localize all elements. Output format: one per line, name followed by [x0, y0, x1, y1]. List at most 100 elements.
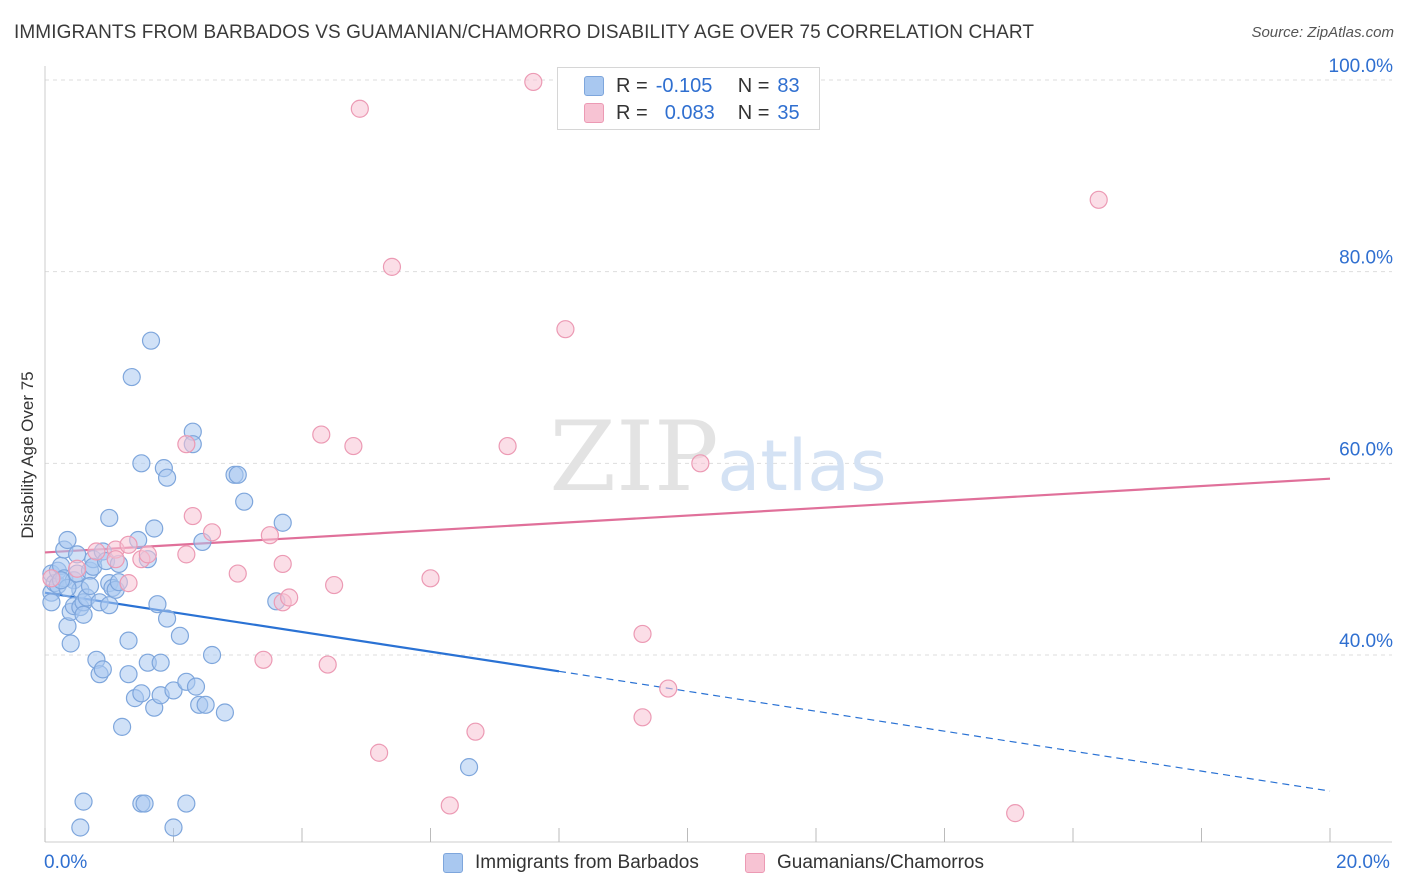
point-barbados	[112, 717, 132, 736]
watermark-zip: ZIP	[549, 401, 718, 513]
point-barbados	[119, 631, 138, 650]
point-guamanian	[633, 624, 652, 644]
point-guamanian	[138, 545, 157, 564]
trend-lines	[44, 477, 1331, 792]
point-guamanian	[42, 569, 61, 588]
y-tick-label: 40.0%	[1339, 631, 1393, 652]
point-barbados	[148, 595, 167, 614]
legend-row-guamanian: R = 0.083 N = 35	[584, 100, 800, 126]
point-barbados	[80, 576, 100, 596]
trend-line-barbados-extension	[558, 670, 1331, 792]
point-guamanian	[119, 574, 138, 593]
x-tick-label-max: 20.0%	[1336, 852, 1390, 873]
point-barbados	[157, 468, 177, 487]
point-barbados	[122, 367, 141, 387]
point-barbados	[93, 660, 112, 679]
legend-n-label: N =	[737, 74, 770, 97]
point-guamanian	[370, 743, 389, 762]
point-guamanian	[280, 588, 299, 607]
point-barbados	[215, 703, 234, 722]
legend-r-label: R =	[616, 101, 648, 124]
point-guamanian	[633, 708, 652, 727]
series-swatch-pink	[745, 853, 765, 873]
legend-r-value: -0.105	[655, 74, 713, 97]
series-swatch-blue	[443, 853, 463, 873]
point-barbados	[459, 758, 479, 777]
point-guamanian	[524, 72, 543, 92]
point-guamanian	[659, 679, 678, 698]
point-barbados	[74, 605, 93, 624]
y-tick-labels: 40.0% 60.0% 80.0% 100.0%	[1329, 56, 1394, 652]
y-tick-label: 80.0%	[1339, 248, 1393, 269]
watermark: ZIP atlas	[549, 401, 886, 513]
legend-swatch-pink	[584, 103, 604, 123]
point-barbados	[196, 695, 215, 714]
point-guamanian	[254, 650, 273, 669]
point-barbados	[119, 665, 138, 684]
point-guamanian	[312, 425, 331, 444]
gridlines	[45, 79, 1392, 656]
point-guamanian	[421, 569, 440, 588]
series-label-barbados: Immigrants from Barbados	[475, 852, 699, 873]
y-tick-label: 100.0%	[1329, 56, 1394, 77]
series-legend-barbados: Immigrants from Barbados	[443, 852, 699, 874]
data-points	[42, 72, 1108, 837]
point-guamanian	[1006, 804, 1025, 823]
watermark-atlas: atlas	[717, 425, 886, 507]
point-guamanian	[119, 535, 138, 554]
legend-swatch-blue	[584, 76, 604, 96]
point-guamanian	[177, 545, 196, 564]
series-legend: Immigrants from Barbados Guamanians/Cham…	[0, 852, 1406, 878]
point-barbados	[141, 331, 161, 350]
chart-title: IMMIGRANTS FROM BARBADOS VS GUAMANIAN/CH…	[14, 22, 1035, 43]
source-label: Source: ZipAtlas.com	[1251, 24, 1394, 41]
point-guamanian	[556, 320, 575, 339]
point-barbados	[61, 634, 80, 653]
point-barbados	[164, 681, 183, 700]
point-barbados	[132, 454, 151, 473]
point-barbados	[235, 492, 254, 511]
point-guamanian	[498, 436, 517, 456]
point-guamanian	[106, 550, 125, 569]
legend-n-value: 83	[777, 74, 800, 97]
point-guamanian	[691, 454, 710, 473]
legend-r-label: R =	[616, 74, 648, 97]
point-guamanian	[183, 506, 202, 526]
point-guamanian	[273, 554, 292, 574]
point-barbados	[177, 794, 196, 813]
point-guamanian	[466, 722, 485, 741]
legend-n-value: 35	[777, 101, 800, 124]
point-barbados	[273, 513, 292, 532]
trend-line-guamanian	[44, 477, 1331, 554]
point-guamanian	[228, 564, 247, 583]
point-guamanian	[318, 655, 337, 674]
point-barbados	[74, 792, 93, 811]
point-guamanian	[325, 575, 344, 595]
point-barbados	[42, 593, 61, 612]
point-guamanian	[1089, 190, 1108, 209]
point-guamanian	[87, 542, 106, 561]
series-label-guamanian: Guamanians/Chamorros	[777, 852, 984, 873]
point-guamanian	[382, 257, 402, 276]
point-barbados	[100, 508, 119, 528]
point-guamanian	[68, 559, 87, 578]
trend-line-barbados	[44, 591, 560, 673]
point-barbados	[135, 794, 154, 813]
point-guamanian	[202, 523, 222, 542]
axes	[44, 66, 1392, 843]
legend-n-label: N =	[737, 101, 770, 124]
point-guamanian	[440, 796, 459, 815]
correlation-legend: R = -0.105 N = 83 R = 0.083 N = 35	[557, 67, 820, 130]
point-guamanian	[177, 435, 196, 454]
y-tick-label: 60.0%	[1339, 439, 1393, 460]
legend-r-value: 0.083	[664, 101, 715, 124]
point-guamanian	[344, 436, 363, 456]
x-tick-label-min: 0.0%	[44, 852, 88, 873]
point-guamanian	[260, 526, 279, 545]
point-barbados	[71, 818, 90, 837]
point-barbados	[186, 677, 206, 696]
point-barbados	[228, 465, 247, 484]
point-barbados	[58, 530, 77, 550]
point-barbados	[202, 645, 222, 665]
point-barbados	[151, 653, 170, 672]
